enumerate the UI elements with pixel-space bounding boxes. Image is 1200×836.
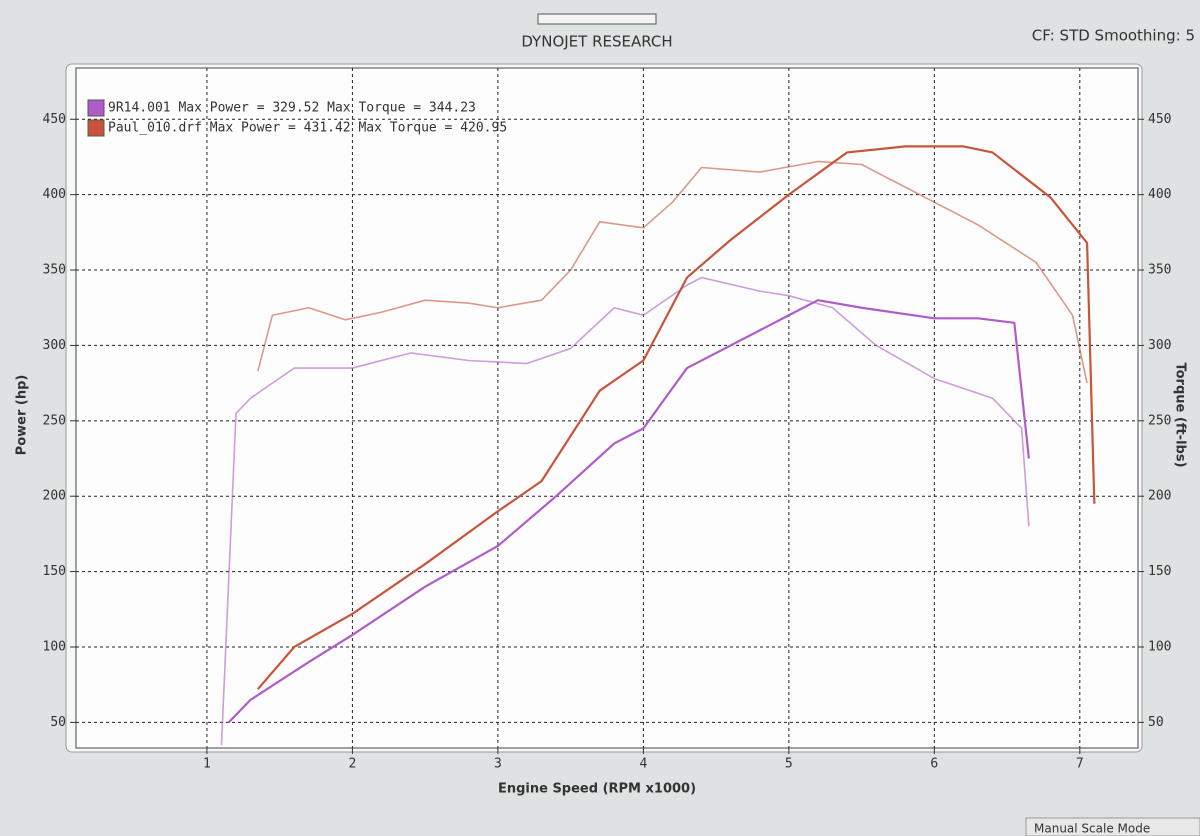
y-tick-label: 100 [43,639,66,654]
y2-tick-label: 100 [1148,639,1171,654]
y-tick-label: 300 [43,338,66,353]
y2-tick-label: 150 [1148,564,1171,579]
y-tick-label: 450 [43,112,66,127]
y-tick-label: 200 [43,489,66,504]
y2-tick-label: 450 [1148,112,1171,127]
x-axis-label: Engine Speed (RPM x1000) [498,782,696,797]
y-tick-label: 150 [43,564,66,579]
x-tick-label: 7 [1076,757,1084,772]
y2-tick-label: 50 [1148,715,1164,730]
y2-tick-label: 300 [1148,338,1171,353]
chart-title: DYNOJET RESEARCH [521,33,672,51]
x-tick-label: 1 [203,757,211,772]
y-tick-label: 50 [50,715,66,730]
legend-swatch [87,119,105,137]
x-tick-label: 2 [348,757,356,772]
x-tick-label: 5 [785,757,793,772]
y-tick-label: 250 [43,413,66,428]
data-line [257,160,1088,384]
x-tick-label: 4 [639,757,647,772]
x-tick-label: 6 [930,757,938,772]
legend-swatch [87,99,105,117]
legend-label: Paul_010.drf Max Power = 431.42 Max Torq… [108,121,507,136]
status-bar [1025,817,1200,836]
status-text: Manual Scale Mode [1034,822,1150,836]
data-line [220,276,1030,746]
y-tick-label: 400 [43,187,66,202]
dropdown[interactable] [537,13,657,25]
y2-tick-label: 350 [1148,263,1171,278]
x-tick-label: 3 [494,757,502,772]
y2-axis-label: Torque (ft-lbs) [1173,362,1188,467]
data-line [257,145,1096,690]
legend-label: 9R14.001 Max Power = 329.52 Max Torque =… [108,101,476,116]
y-axis-label: Power (hp) [15,375,30,456]
y2-tick-label: 200 [1148,489,1171,504]
settings-text: CF: STD Smoothing: 5 [1032,27,1195,45]
plot-area [75,67,1139,749]
y2-tick-label: 250 [1148,413,1171,428]
y2-tick-label: 400 [1148,187,1171,202]
y-tick-label: 350 [43,263,66,278]
data-line [227,299,1030,724]
